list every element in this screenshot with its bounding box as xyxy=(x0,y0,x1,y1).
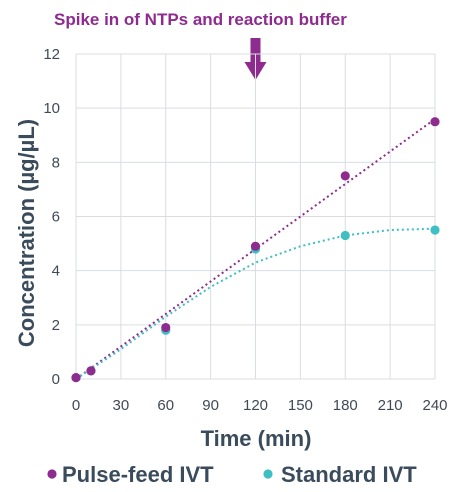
y-axis-title: Concentration (µg/µL) xyxy=(14,119,39,347)
data-point xyxy=(430,117,440,127)
x-tick-label: 90 xyxy=(202,397,219,414)
legend: Pulse-feed IVT Standard IVT xyxy=(47,462,417,487)
x-tick-label: 240 xyxy=(422,397,447,414)
y-tick-label: 8 xyxy=(52,154,60,171)
series-group xyxy=(71,117,440,383)
data-point xyxy=(340,171,350,181)
x-tick-label: 180 xyxy=(333,397,358,414)
data-point xyxy=(250,241,261,251)
arrow-shaft xyxy=(250,38,261,64)
x-tick-label: 30 xyxy=(113,397,130,414)
annotation-text: Spike in of NTPs and reaction buffer xyxy=(54,10,347,29)
x-tick-label: 150 xyxy=(288,397,313,414)
data-point xyxy=(430,225,440,235)
y-tick-label: 12 xyxy=(43,46,60,63)
x-tick-label: 120 xyxy=(243,397,268,414)
x-tick-label: 60 xyxy=(157,397,174,414)
legend-marker xyxy=(47,469,57,479)
data-point xyxy=(340,230,350,241)
y-tick-label: 6 xyxy=(52,209,60,226)
y-tick-label: 2 xyxy=(52,317,60,334)
data-point xyxy=(86,366,96,376)
legend-label: Standard IVT xyxy=(281,462,417,487)
data-point xyxy=(161,322,171,333)
data-point xyxy=(71,373,81,383)
y-axis-ticks: 0 2 4 6 8 10 12 xyxy=(43,46,60,388)
y-tick-label: 0 xyxy=(52,371,60,388)
legend-marker xyxy=(263,469,273,479)
grid xyxy=(75,53,436,380)
x-tick-label: 210 xyxy=(378,397,403,414)
x-axis-title: Time (min) xyxy=(201,426,312,451)
y-tick-label: 10 xyxy=(43,100,60,117)
x-axis-ticks: 0 30 60 90 120 150 180 210 240 xyxy=(72,397,448,414)
y-tick-label: 4 xyxy=(52,263,60,280)
x-tick-label: 0 xyxy=(72,397,80,414)
legend-label: Pulse-feed IVT xyxy=(62,462,214,487)
